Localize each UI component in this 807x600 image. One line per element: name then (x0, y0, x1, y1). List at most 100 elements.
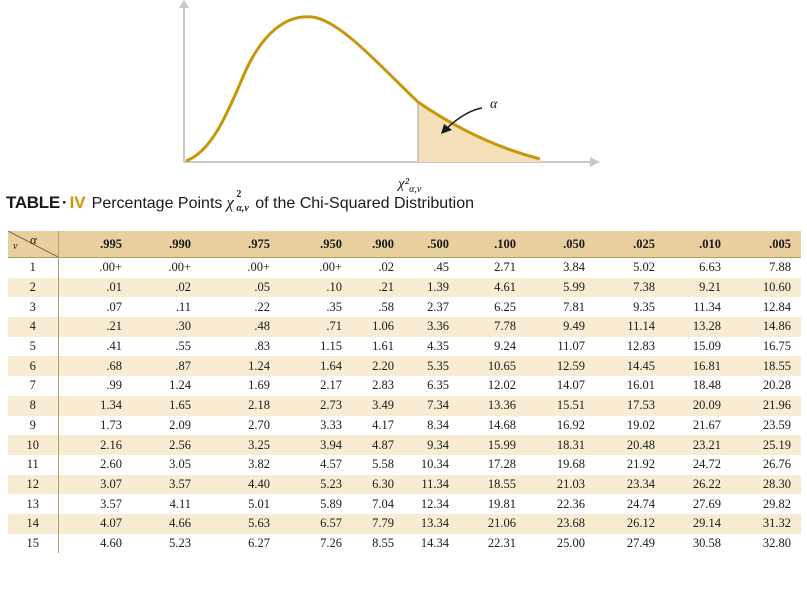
table-cell: 2.60 (100, 457, 122, 472)
table-cell: .21 (378, 280, 394, 295)
table-row: 12 3.07 3.57 4.40 5.23 6.30 11.34 18.55 21.03 23.… (8, 474, 801, 495)
table-row: 15 4.60 5.23 6.27 7.26 8.55 14.34 22.31 25.00 27.… (8, 533, 801, 554)
table-cell: 5.01 (248, 496, 270, 511)
table-cell: 16.01 (626, 378, 655, 393)
table-cell: 5.89 (320, 496, 342, 511)
table-cell: .45 (433, 260, 449, 275)
table-cell: 26.12 (626, 516, 655, 531)
table-cell: .58 (378, 299, 394, 314)
table-cell: 10.34 (420, 457, 449, 472)
table-cell: .02 (378, 260, 394, 275)
table-cell: 23.68 (556, 516, 585, 531)
table-cell: 26.76 (762, 457, 791, 472)
title-table-word: TABLE (6, 193, 60, 212)
corner-alpha-label: α (30, 232, 37, 247)
table-row: 6 .68 .87 1.24 1.64 2.20 5.35 10.65 12.59 14.45 16… (8, 356, 801, 377)
degrees-of-freedom-cell: 15 (8, 533, 59, 554)
table-cell: 6.63 (699, 260, 721, 275)
table-cell: 23.59 (762, 417, 791, 432)
table-cell: 12.84 (762, 299, 791, 314)
degrees-of-freedom-cell: 1 (8, 257, 59, 278)
table-cell: .22 (254, 299, 270, 314)
degrees-of-freedom-cell: 6 (8, 356, 59, 377)
table-cell: 2.37 (427, 299, 449, 314)
table-cell: 14.86 (762, 319, 791, 334)
table-cell: .35 (326, 299, 342, 314)
table-cell: 5.58 (372, 457, 394, 472)
table-cell: 3.82 (248, 457, 270, 472)
table-cell: 10.65 (487, 358, 516, 373)
table-cell: 4.17 (372, 417, 394, 432)
table-row: 7 .99 1.24 1.69 2.17 2.83 6.35 12.02 14.07 16.01 1… (8, 376, 801, 396)
table-cell: 3.33 (320, 417, 342, 432)
table-cell: .01 (106, 280, 122, 295)
table-cell: .00+ (168, 260, 191, 275)
degrees-of-freedom-cell: 2 (8, 277, 59, 298)
table-row: 2 .01 .02 .05 .10 .21 1.39 4.61 5.99 7.38 9.21 10.6… (8, 277, 801, 298)
table-cell: 2.16 (100, 437, 122, 452)
table-cell: 24.72 (692, 457, 721, 472)
table-cell: 1.24 (169, 378, 191, 393)
table-cell: .21 (106, 319, 122, 334)
table-cell: .87 (175, 358, 191, 373)
table-cell: 6.30 (372, 476, 394, 491)
table-cell: .41 (106, 339, 122, 354)
title-suffix: of the Chi-Squared Distribution (255, 195, 474, 212)
table-cell: 6.35 (427, 378, 449, 393)
table-cell: .00+ (319, 260, 342, 275)
table-cell: 2.71 (494, 260, 516, 275)
table-cell: 21.96 (762, 398, 791, 413)
table-row: 13 3.57 4.11 5.01 5.89 7.04 12.34 19.81 22.36 24.… (8, 494, 801, 514)
column-header: .025 (595, 231, 665, 258)
table-cell: 14.07 (556, 378, 585, 393)
table-cell: 2.56 (169, 437, 191, 452)
table-cell: 21.92 (626, 457, 655, 472)
degrees-of-freedom-cell: 12 (8, 474, 59, 495)
table-cell: 25.00 (556, 535, 585, 550)
table-cell: 15.09 (692, 339, 721, 354)
table-cell: 4.35 (427, 339, 449, 354)
table-row: 1 .00+ .00+ .00+ .00+ .02 .45 2.71 3.84 5.02 6.63 7… (8, 257, 801, 278)
table-cell: .07 (106, 299, 122, 314)
table-cell: 6.57 (320, 516, 342, 531)
table-cell: 16.81 (692, 358, 721, 373)
table-cell: 25.19 (762, 437, 791, 452)
degrees-of-freedom-cell: 4 (8, 317, 59, 337)
table-cell: .11 (175, 299, 191, 314)
table-cell: 1.34 (100, 398, 122, 413)
table-cell: 1.61 (372, 339, 394, 354)
column-header: .900 (352, 231, 404, 258)
table-cell: 5.35 (427, 358, 449, 373)
table-cell: 6.27 (248, 535, 270, 550)
column-header: .010 (665, 231, 731, 258)
table-cell: 9.34 (427, 437, 449, 452)
table-cell: 8.55 (372, 535, 394, 550)
critical-value-label: χ²α,ν (396, 176, 422, 195)
table-cell: .00+ (99, 260, 122, 275)
table-row: 14 4.07 4.66 5.63 6.57 7.79 13.34 21.06 23.68 26.… (8, 513, 801, 534)
degrees-of-freedom-cell: 11 (8, 454, 59, 475)
table-row: 4 .21 .30 .48 .71 1.06 3.36 7.78 9.49 11.14 13.28 1… (8, 317, 801, 337)
table-cell: 16.75 (762, 339, 791, 354)
x-axis-arrow (590, 157, 600, 167)
table-cell: 19.81 (487, 496, 516, 511)
table-cell: 14.68 (487, 417, 516, 432)
table-cell: 7.88 (769, 260, 791, 275)
chi-squared-density-figure: α χ²α,ν (179, 0, 600, 195)
table-cell: 7.26 (320, 535, 342, 550)
table-title: TABLE · IV Percentage Points χ 2 α,ν of the Ch… (6, 189, 801, 219)
tail-area (418, 102, 540, 162)
degrees-of-freedom-cell: 8 (8, 395, 59, 416)
table-cell: 5.99 (563, 280, 585, 295)
table-cell: 21.06 (487, 516, 516, 531)
degrees-of-freedom-cell: 7 (8, 376, 59, 396)
table-cell: 4.60 (100, 535, 122, 550)
degrees-of-freedom-cell: 5 (8, 336, 59, 357)
table-cell: 1.06 (372, 319, 394, 334)
table-cell: 2.17 (320, 378, 342, 393)
title-prefix: Percentage Points (91, 195, 223, 212)
table-cell: 2.70 (248, 417, 270, 432)
column-header: .950 (280, 231, 352, 258)
table-cell: 31.32 (762, 516, 791, 531)
table-cell: 9.24 (494, 339, 516, 354)
